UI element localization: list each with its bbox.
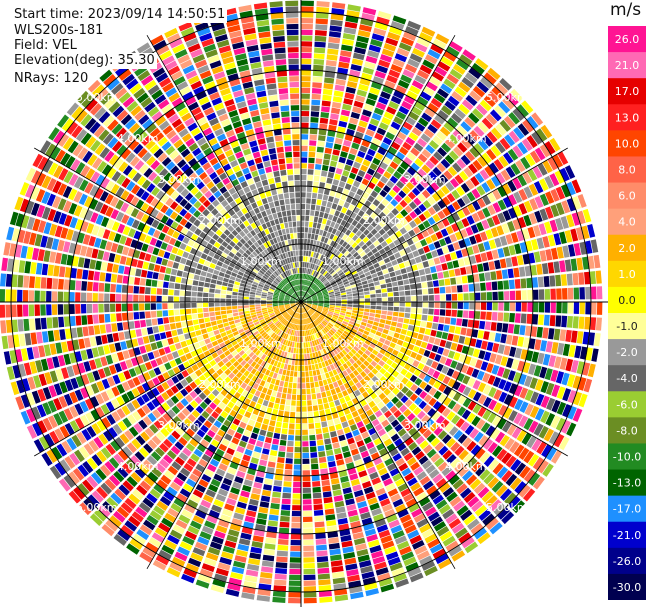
colorbar-tick-label: 10.0 <box>615 137 640 150</box>
nrays-label: NRays: 120 <box>12 71 91 87</box>
azimuth-spoke <box>300 35 456 303</box>
colorbar-tick-label: -10.0 <box>613 451 641 464</box>
range-ring-label: 2.00km <box>199 214 241 227</box>
colorbar-swatch <box>608 286 646 314</box>
colorbar-tick-label: 13.0 <box>615 111 640 124</box>
colorbar-swatch <box>608 26 646 53</box>
range-ring-label: 3.00km <box>404 419 446 432</box>
range-ring-label: 1.00km <box>322 255 364 268</box>
colorbar-swatch <box>608 495 646 523</box>
colorbar-swatch <box>608 208 646 236</box>
colorbar-tick-label: 0.0 <box>618 294 636 307</box>
colorbar-swatch <box>608 391 646 418</box>
colorbar-tick-label: -30.0 <box>613 581 641 594</box>
range-ring-label: 1.00km <box>322 337 364 350</box>
colorbar-swatch <box>608 573 646 600</box>
azimuth-spoke <box>34 301 302 457</box>
field-label: Field: VEL <box>12 38 79 54</box>
colorbar-swatch <box>608 521 646 549</box>
range-ring-label: 4.00km <box>117 132 159 145</box>
colorbar-swatch <box>608 365 646 392</box>
range-ring-label: 2.00km <box>363 214 405 227</box>
azimuth-spoke <box>146 301 302 569</box>
colorbar-tick-label: -6.0 <box>616 398 637 411</box>
azimuth-spoke <box>300 147 568 303</box>
colorbar-swatch <box>608 234 646 262</box>
colorbar-swatch <box>608 52 646 79</box>
colorbar-swatch <box>608 156 646 184</box>
colorbar-swatch <box>608 104 646 131</box>
colorbar-swatch <box>608 182 646 210</box>
range-ring-label: 3.00km <box>404 173 446 186</box>
range-ring-label: 5.00km <box>76 501 118 514</box>
range-ring-label: 5.00km <box>486 501 528 514</box>
colorbar-swatch <box>608 469 646 497</box>
range-ring-label: 4.00km <box>445 460 487 473</box>
range-ring-label: 2.00km <box>199 378 241 391</box>
range-ring-label: 4.00km <box>445 132 487 145</box>
colorbar-tick-label: -21.0 <box>613 529 641 542</box>
colorbar-tick-label: -4.0 <box>616 372 637 385</box>
azimuth-spoke <box>300 301 456 569</box>
colorbar-tick-label: -8.0 <box>616 424 637 437</box>
azimuth-spoke <box>300 301 568 457</box>
colorbar-swatch <box>608 547 646 575</box>
colorbar-tick-label: 2.0 <box>618 242 636 255</box>
colorbar-tick-label: -2.0 <box>616 346 637 359</box>
colorbar-swatch <box>608 443 646 471</box>
azimuth-spoke <box>34 147 302 303</box>
range-ring-label: 5.00km <box>76 91 118 104</box>
colorbar-swatch <box>608 313 646 340</box>
colorbar-tick-label: 1.0 <box>618 268 636 281</box>
colorbar-tick-label: 21.0 <box>615 59 640 72</box>
colorbar-unit: m/s <box>610 0 642 20</box>
colorbar-tick-label: 4.0 <box>618 216 636 229</box>
range-ring-label: 1.00km <box>240 337 282 350</box>
colorbar-tick-label: 8.0 <box>618 164 636 177</box>
elevation-label: Elevation(deg): 35.30 <box>12 53 157 69</box>
range-ring-label: 2.00km <box>363 378 405 391</box>
colorbar-swatch <box>608 78 646 105</box>
colorbar-swatch <box>608 130 646 157</box>
range-ring-label: 4.00km <box>117 460 159 473</box>
colorbar-tick-label: -13.0 <box>613 477 641 490</box>
colorbar-tick-label: 17.0 <box>615 85 640 98</box>
start-time-label: Start time: 2023/09/14 14:50:51 <box>12 7 228 23</box>
colorbar: 26.0 21.0 17.0 13.0 10.0 8.0 6.0 4.0 2.0 1.0 0.0 -1… <box>608 26 646 600</box>
azimuth-spoke <box>146 35 302 303</box>
colorbar-tick-label: -26.0 <box>613 555 641 568</box>
colorbar-tick-label: 26.0 <box>615 33 640 46</box>
range-ring-label: 3.00km <box>158 419 200 432</box>
colorbar-swatch <box>608 417 646 444</box>
range-ring-label: 3.00km <box>158 173 200 186</box>
colorbar-tick-label: -17.0 <box>613 503 641 516</box>
colorbar-swatch <box>608 339 646 366</box>
colorbar-tick-label: -1.0 <box>616 320 637 333</box>
range-ring-label: 1.00km <box>240 255 282 268</box>
range-ring-label: 5.00km <box>486 91 528 104</box>
colorbar-tick-label: 6.0 <box>618 190 636 203</box>
ppi-gates <box>0 0 603 604</box>
instrument-label: WLS200s-181 <box>12 23 106 39</box>
colorbar-swatch <box>608 260 646 288</box>
